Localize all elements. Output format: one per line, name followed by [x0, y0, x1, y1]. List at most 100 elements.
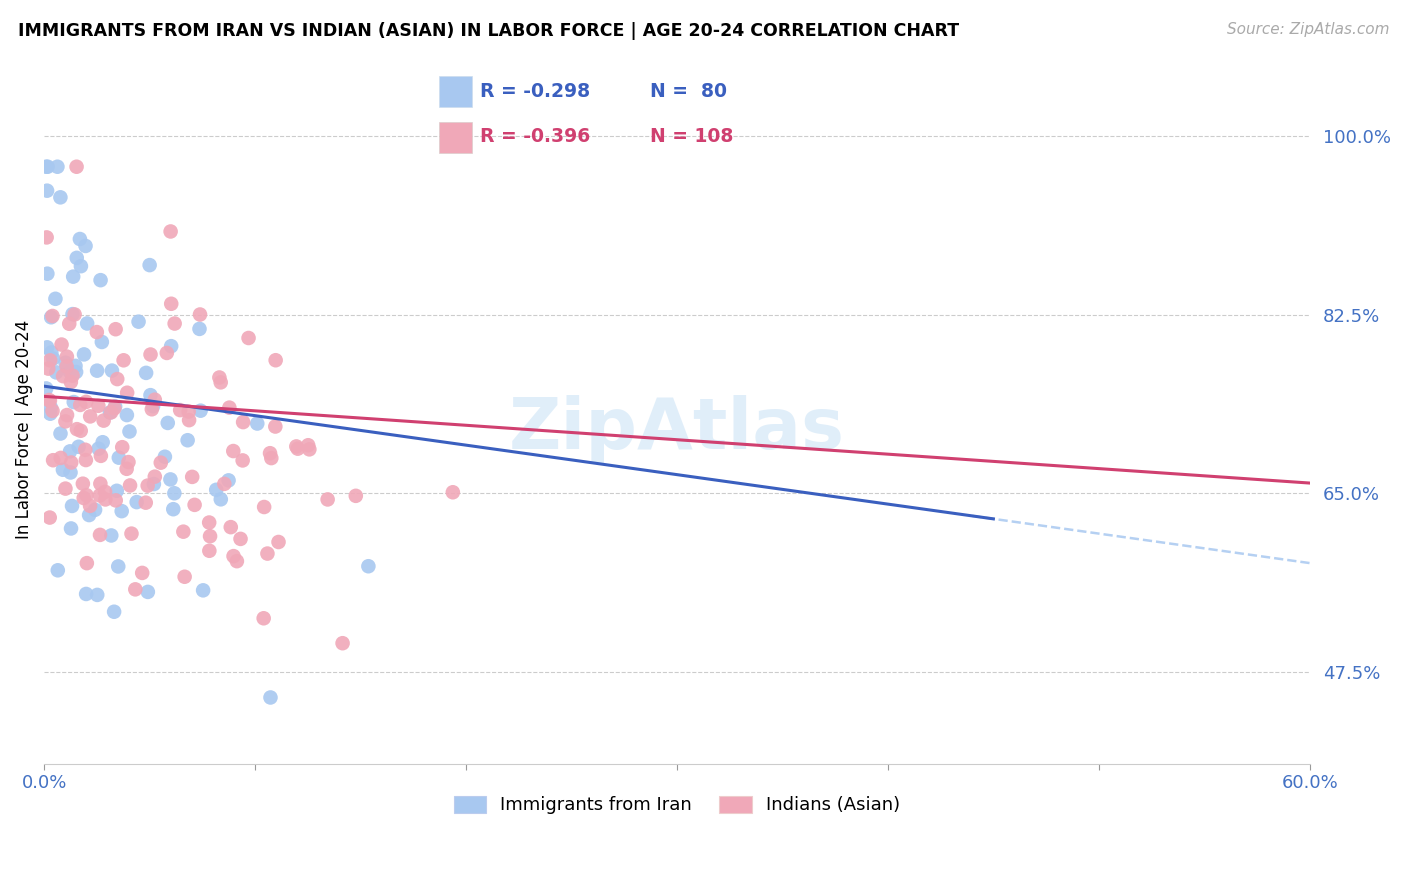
- Point: [172, 524, 194, 539]
- Point: [138, 258, 160, 272]
- Point: [160, 339, 183, 353]
- Point: [218, 474, 240, 488]
- Point: [73, 347, 96, 361]
- Point: [49, 426, 72, 441]
- Point: [93, 414, 115, 428]
- Point: [39, 407, 62, 421]
- Point: [58, 317, 80, 331]
- Point: [264, 419, 287, 434]
- Point: [191, 583, 214, 598]
- Point: [60, 521, 83, 535]
- Point: [163, 317, 186, 331]
- Point: [188, 308, 211, 322]
- Point: [76, 317, 98, 331]
- Point: [60, 499, 83, 513]
- Point: [62, 307, 84, 321]
- Point: [39, 310, 62, 325]
- Point: [75, 587, 97, 601]
- Point: [332, 636, 354, 650]
- Point: [163, 486, 186, 500]
- Point: [35, 184, 58, 198]
- Text: N =  80: N = 80: [650, 82, 727, 101]
- Point: [107, 559, 129, 574]
- Point: [86, 588, 108, 602]
- Point: [67, 440, 90, 454]
- Point: [259, 690, 281, 705]
- Point: [225, 554, 247, 568]
- Point: [156, 416, 179, 430]
- Point: [159, 224, 181, 238]
- Point: [162, 502, 184, 516]
- Point: [104, 322, 127, 336]
- Point: [94, 484, 117, 499]
- Point: [198, 516, 221, 530]
- Point: [143, 469, 166, 483]
- Point: [65, 365, 87, 379]
- Point: [55, 356, 77, 370]
- Point: [209, 376, 232, 390]
- Point: [39, 353, 62, 368]
- Point: [136, 585, 159, 599]
- Point: [56, 350, 79, 364]
- Point: [56, 408, 79, 422]
- Point: [104, 400, 127, 414]
- Point: [89, 528, 111, 542]
- Point: [75, 442, 97, 457]
- Point: [105, 483, 128, 498]
- Point: [86, 364, 108, 378]
- Point: [238, 331, 260, 345]
- Point: [111, 440, 134, 454]
- Point: [75, 239, 97, 253]
- Point: [37, 340, 59, 354]
- Point: [37, 267, 59, 281]
- Point: [90, 449, 112, 463]
- Point: [156, 346, 179, 360]
- Point: [183, 498, 205, 512]
- Point: [63, 308, 86, 322]
- Point: [108, 450, 131, 465]
- Point: [35, 230, 58, 244]
- Point: [79, 499, 101, 513]
- Point: [232, 415, 254, 429]
- Point: [259, 446, 281, 460]
- Point: [51, 337, 73, 351]
- Point: [115, 385, 138, 400]
- Point: [205, 483, 228, 497]
- Point: [121, 526, 143, 541]
- Point: [181, 470, 204, 484]
- Point: [264, 353, 287, 368]
- Point: [131, 566, 153, 580]
- Point: [103, 401, 125, 416]
- Point: [128, 315, 150, 329]
- Text: N = 108: N = 108: [650, 128, 734, 146]
- Point: [45, 365, 67, 379]
- Point: [55, 482, 77, 496]
- Point: [55, 414, 77, 428]
- Point: [297, 438, 319, 452]
- Point: [190, 403, 212, 417]
- Point: [75, 395, 97, 409]
- Point: [222, 549, 245, 563]
- Point: [100, 405, 122, 419]
- Point: [135, 366, 157, 380]
- Point: [65, 160, 87, 174]
- Point: [79, 409, 101, 424]
- Point: [49, 190, 72, 204]
- Point: [46, 160, 69, 174]
- Point: [66, 422, 89, 436]
- Point: [42, 453, 65, 467]
- Point: [176, 434, 198, 448]
- Point: [117, 455, 139, 469]
- Point: [208, 370, 231, 384]
- Point: [135, 496, 157, 510]
- Point: [69, 398, 91, 412]
- Point: [37, 160, 59, 174]
- Point: [73, 491, 96, 505]
- Point: [52, 463, 75, 477]
- Point: [139, 347, 162, 361]
- Point: [222, 444, 245, 458]
- Point: [285, 439, 308, 453]
- Point: [344, 489, 367, 503]
- Point: [118, 478, 141, 492]
- Point: [177, 404, 200, 418]
